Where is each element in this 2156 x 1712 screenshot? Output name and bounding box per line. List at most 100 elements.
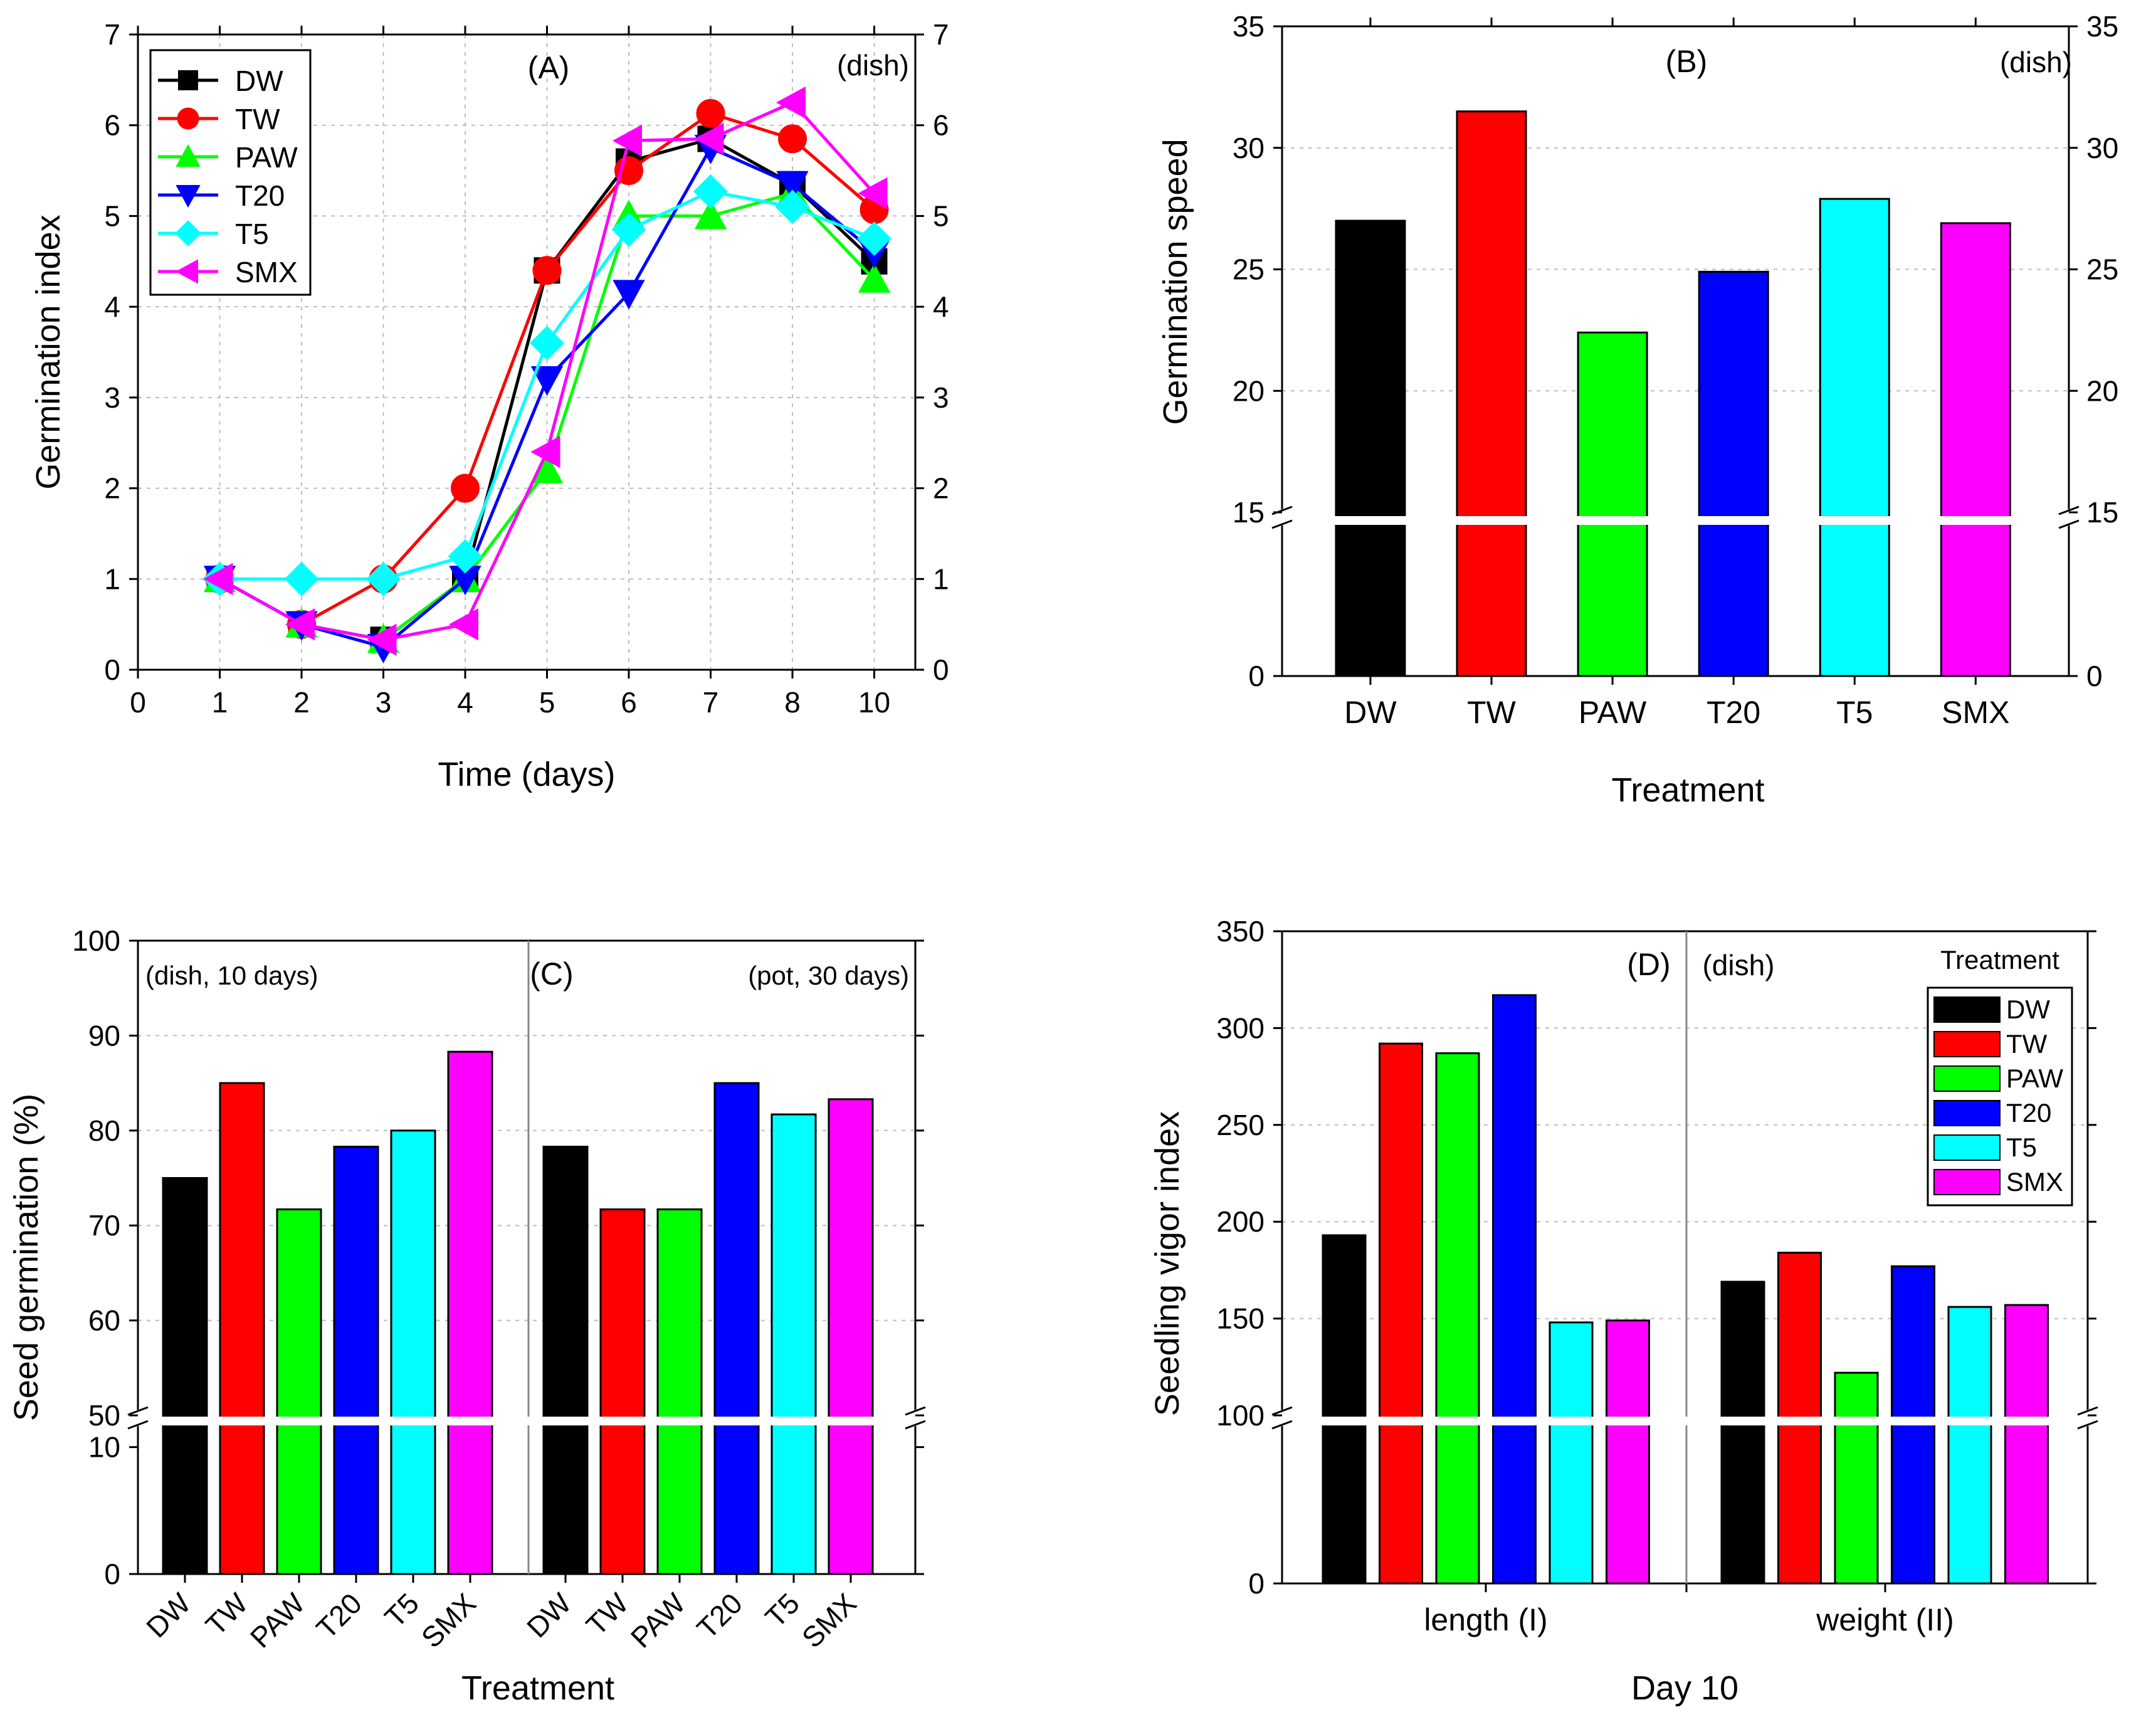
axis-break-right-slash-top [2077,1406,2098,1416]
legend-label-DW: DW [2006,995,2050,1024]
legend-label-T20: T20 [2006,1098,2051,1128]
legend-label-DW: DW [235,65,283,97]
x-tick-label: T5 [1836,695,1873,730]
data-point-TW [451,473,480,503]
x-tick-label: 6 [621,686,637,719]
bar-1-SMX [828,1098,874,1575]
x-tick-label: SMX [796,1587,863,1654]
bar-1-DW [542,1146,589,1575]
data-point-TW [532,256,562,285]
bar-1-T5 [770,1113,817,1575]
data-point-T5 [284,561,319,596]
bar-T20 [1698,270,1769,677]
bar-0-DW [1322,1234,1367,1585]
data-point-T5 [775,189,810,225]
y-axis-label: Germination index [29,214,67,489]
panel-b: DW TW PAW T20 T5 SMX 15 15 20 20 25 25 30 30 35 35 0 0 Tre… [1157,10,2118,809]
bar-0-SMX [1606,1319,1650,1585]
y-tick-label-right: 2 [933,472,949,505]
legend-marker-PAW [176,144,201,167]
panel-label: (A) [528,50,570,85]
y-tick-label-left: 4 [104,290,120,323]
y-tick-label-left: 15 [1233,496,1265,529]
data-point-PAW [694,199,727,230]
legend-label-T20: T20 [235,179,285,212]
x-axis-label: Time (days) [438,756,615,793]
data-point-SMX [858,177,888,209]
legend-label-PAW: PAW [235,141,298,174]
y-tick-label-right: 15 [2086,496,2118,529]
legend-swatch-T20 [1933,1100,2001,1126]
data-point-SMX [776,86,806,119]
axis-break-gap [125,1417,928,1425]
axis-break-left-slash-top [127,1406,149,1416]
y-tick-label-right: 4 [933,290,949,323]
bar-T5 [1819,198,1890,677]
data-point-T5 [448,539,483,574]
y-tick-label: 100 [1216,1399,1265,1432]
x-tick-label: PAW [244,1587,312,1654]
data-point-TW [778,124,807,154]
x-tick-label: T20 [310,1587,368,1645]
bar-1-T5 [1947,1306,1992,1585]
axis-break-left-slash-bottom [1271,519,1293,529]
axis-break-left-slash-bottom [127,1420,149,1430]
data-point-SMX [367,623,397,656]
data-point-TW [696,98,725,128]
bar-DW [1335,219,1406,677]
y-tick-label-right: 30 [2086,132,2118,164]
x-tick-label: 8 [784,686,801,719]
data-point-T20 [776,171,809,201]
bar-0-T5 [1549,1321,1594,1585]
x-tick-label: 0 [130,686,146,719]
y-tick-label-left: 30 [1233,132,1265,164]
legend-marker-DW [178,70,198,90]
x-tick-label: DW [1344,695,1397,730]
bar-1-PAW [656,1208,703,1575]
x-axis-label: Treatment [1611,771,1764,809]
axis-break-right-slash-bottom [2077,1420,2098,1430]
plot-frame [1281,25,2070,677]
y-tick-label: 250 [1216,1109,1265,1141]
panel-d: length (I) weight (II) 100 150 200 250 300 350 0… [1149,915,2100,1707]
bar-1-PAW [1834,1371,1879,1585]
x-tick-label: PAW [624,1587,692,1654]
axis-break-left-slash-top [1271,1406,1293,1416]
legend-label-PAW: PAW [2006,1064,2063,1093]
legend-label-TW: TW [2006,1029,2048,1059]
legend-marker-TW [177,107,199,130]
x-tick-label: 3 [376,686,392,719]
legend-label-T5: T5 [235,218,269,250]
x-tick-label: 10 [858,686,890,719]
x-tick-label: SMX [1942,695,2009,730]
y-tick-label-left: 20 [1233,374,1265,407]
x-tick-label: T20 [1706,695,1760,730]
y-tick-label-right: 35 [2086,10,2118,43]
panel-note: (dish) [837,49,909,82]
plot-frame [1281,930,2089,1585]
legend-title: Treatment [1940,945,2059,975]
x-axis-label: Treatment [461,1669,614,1707]
data-point-SMX [285,608,315,641]
bar-1-T20 [713,1082,760,1575]
data-point-T5 [611,212,646,247]
legend-swatch-TW [1933,1031,2001,1057]
x-tick-label: DW [520,1587,577,1644]
x-tick-label: 1 [212,686,228,719]
x-tick-label: 4 [457,686,473,719]
y-tick-label-left: 5 [104,199,120,232]
axis-break-left-slash-bottom [1271,1420,1293,1430]
data-point-SMX [612,124,642,157]
y-tick-label-right: 1 [933,563,949,595]
panel-note-left: (dish, 10 days) [145,961,318,990]
axis-break-right-slash-bottom [905,1420,926,1430]
data-point-SMX [203,563,233,595]
x-tick-label: PAW [1579,695,1647,730]
y-tick-label-left: 0 [1248,660,1265,692]
x-tick-label: T5 [759,1587,806,1634]
plot-frame [137,33,917,671]
x-tick-label: TW [1467,695,1517,730]
y-tick-label-left: 0 [104,653,120,686]
y-tick-label: 90 [88,1019,120,1052]
